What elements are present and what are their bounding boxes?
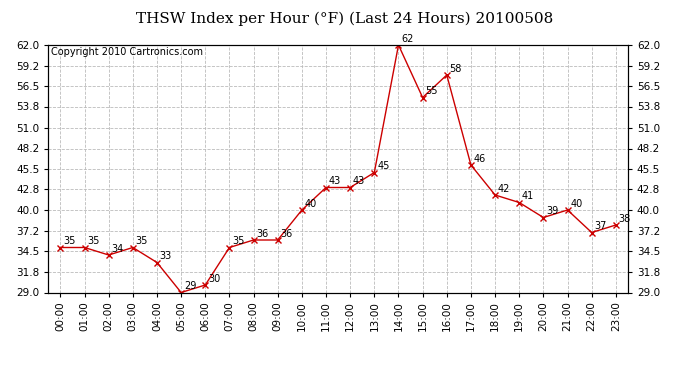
Text: 36: 36 bbox=[281, 229, 293, 238]
Text: THSW Index per Hour (°F) (Last 24 Hours) 20100508: THSW Index per Hour (°F) (Last 24 Hours)… bbox=[137, 11, 553, 26]
Text: 40: 40 bbox=[305, 199, 317, 208]
Text: 39: 39 bbox=[546, 206, 558, 216]
Text: 45: 45 bbox=[377, 161, 389, 171]
Text: 38: 38 bbox=[619, 214, 631, 223]
Text: 34: 34 bbox=[112, 244, 124, 254]
Text: 35: 35 bbox=[233, 236, 244, 246]
Text: 46: 46 bbox=[474, 154, 486, 164]
Text: 37: 37 bbox=[595, 221, 607, 231]
Text: 42: 42 bbox=[498, 184, 510, 194]
Text: 35: 35 bbox=[63, 236, 75, 246]
Text: 43: 43 bbox=[353, 176, 365, 186]
Text: 33: 33 bbox=[160, 251, 172, 261]
Text: 29: 29 bbox=[184, 281, 196, 291]
Text: Copyright 2010 Cartronics.com: Copyright 2010 Cartronics.com bbox=[51, 48, 203, 57]
Text: 43: 43 bbox=[329, 176, 341, 186]
Text: 30: 30 bbox=[208, 274, 220, 284]
Text: 62: 62 bbox=[402, 34, 413, 44]
Text: 35: 35 bbox=[88, 236, 99, 246]
Text: 35: 35 bbox=[136, 236, 148, 246]
Text: 36: 36 bbox=[257, 229, 268, 238]
Text: 41: 41 bbox=[522, 191, 534, 201]
Text: 55: 55 bbox=[426, 86, 438, 96]
Text: 40: 40 bbox=[571, 199, 582, 208]
Text: 58: 58 bbox=[450, 64, 462, 74]
